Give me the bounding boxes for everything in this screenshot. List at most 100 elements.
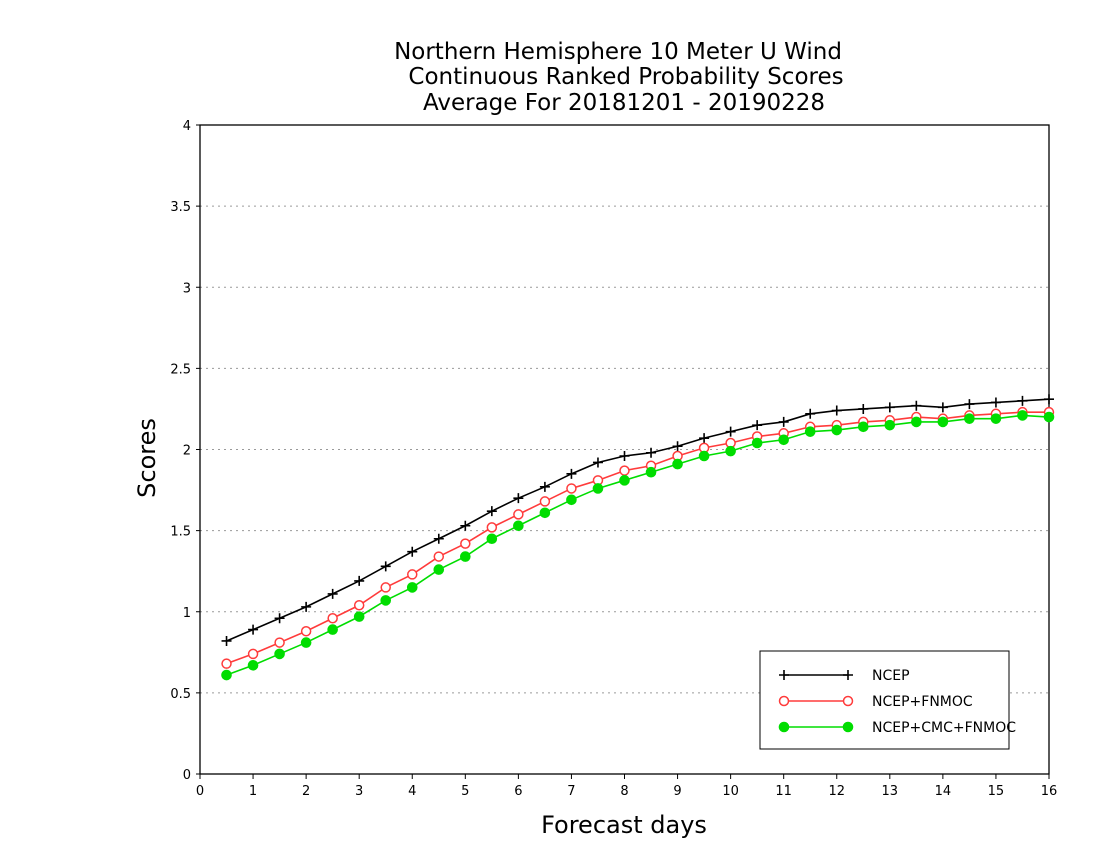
data-point-ncep-cmc-fnmoc <box>645 466 657 478</box>
data-point-ncep <box>725 426 736 437</box>
data-point-ncep-cmc-fnmoc <box>698 450 710 462</box>
data-point-ncep <box>699 433 710 444</box>
data-point-ncep <box>327 588 338 599</box>
y-tick-label: 0.5 <box>170 687 191 702</box>
data-point-ncep-cmc-fnmoc <box>884 419 896 431</box>
data-point-ncep-fnmoc <box>247 648 259 660</box>
data-point-ncep <box>354 575 365 586</box>
legend-label-ncep-fnmoc: NCEP+FNMOC <box>872 694 973 710</box>
y-tick-label: 1 <box>183 606 191 621</box>
data-point-ncep <box>433 533 444 544</box>
data-point-ncep-cmc-fnmoc <box>964 413 975 424</box>
x-tick-label: 14 <box>935 784 952 799</box>
data-point-ncep <box>911 400 922 411</box>
data-point-ncep-fnmoc <box>433 551 445 562</box>
series-ncep-fnmoc <box>221 406 1055 669</box>
data-point-ncep <box>539 481 550 492</box>
data-point-ncep-fnmoc <box>407 569 418 580</box>
gridlines <box>200 205 1049 694</box>
data-point-ncep-fnmoc <box>221 658 232 669</box>
data-point-ncep-cmc-fnmoc <box>539 507 551 519</box>
x-axis: 0 1 2 3 4 5 6 7 8 9 10 11 12 13 14 15 16 <box>196 774 1057 799</box>
data-point-ncep <box>752 420 763 431</box>
data-point-ncep-cmc-fnmoc <box>725 445 736 457</box>
x-axis-label: Forecast days <box>541 811 707 839</box>
data-point-ncep-cmc-fnmoc <box>513 520 524 532</box>
data-point-ncep <box>805 408 816 419</box>
legend-entry-ncep-cmc-fnmoc: NCEP+CMC+FNMOC <box>778 720 1016 736</box>
data-point-ncep <box>672 441 683 452</box>
x-tick-label: 8 <box>620 784 628 799</box>
data-point-ncep-fnmoc <box>539 496 551 507</box>
data-point-ncep-cmc-fnmoc <box>486 533 498 545</box>
data-point-ncep-cmc-fnmoc <box>566 494 577 506</box>
data-point-ncep-cmc-fnmoc <box>804 426 816 437</box>
x-tick-label: 7 <box>567 784 575 799</box>
data-point-ncep <box>964 399 975 410</box>
x-tick-label: 15 <box>988 784 1005 799</box>
y-tick-label: 3.5 <box>170 200 191 215</box>
y-tick-label: 2.5 <box>170 362 191 377</box>
legend-label-ncep: NCEP <box>872 668 910 684</box>
data-point-ncep <box>884 402 895 413</box>
x-tick-label: 12 <box>828 784 845 799</box>
data-point-ncep-cmc-fnmoc <box>937 416 949 428</box>
data-point-ncep <box>1017 395 1028 406</box>
data-point-ncep <box>990 397 1001 408</box>
data-point-ncep-fnmoc <box>274 637 285 648</box>
y-tick-label: 3 <box>183 281 191 296</box>
chart-title-line-2: Continuous Ranked Probability Scores <box>408 64 843 90</box>
data-point-ncep-cmc-fnmoc <box>1043 411 1055 423</box>
y-tick-label: 4 <box>183 119 191 134</box>
series-ncep <box>221 394 1054 646</box>
y-tick-label: 2 <box>183 444 191 459</box>
x-tick-label: 3 <box>355 784 363 799</box>
chart-title: Northern Hemisphere 10 Meter U Wind Cont… <box>394 39 844 116</box>
y-axis: 0 0.5 1 1.5 2 2.5 3 3.5 4 <box>170 119 200 783</box>
data-point-ncep <box>1044 394 1054 405</box>
series-layer <box>221 394 1055 681</box>
data-point-ncep-cmc-fnmoc <box>380 595 392 606</box>
data-point-ncep-cmc-fnmoc <box>619 475 630 486</box>
data-point-ncep-fnmoc <box>353 600 365 611</box>
legend: NCEP NCEP+FNMOC NCEP+CMC+FNMOC <box>759 650 1016 750</box>
data-point-ncep-cmc-fnmoc <box>274 648 285 660</box>
x-tick-label: 6 <box>514 784 522 799</box>
y-tick-label: 0 <box>183 768 191 783</box>
data-point-ncep <box>274 613 285 624</box>
data-point-ncep-cmc-fnmoc <box>406 582 418 593</box>
data-point-ncep <box>646 447 657 458</box>
data-point-ncep-fnmoc <box>513 509 524 520</box>
y-tick-label: 1.5 <box>170 525 191 540</box>
data-point-ncep-cmc-fnmoc <box>857 421 869 433</box>
data-point-ncep-fnmoc <box>486 522 498 533</box>
x-tick-label: 4 <box>408 784 416 799</box>
legend-marker <box>778 721 790 733</box>
data-point-ncep <box>380 561 391 572</box>
data-point-ncep <box>460 520 471 531</box>
x-tick-label: 9 <box>673 784 681 799</box>
data-point-ncep-cmc-fnmoc <box>831 424 843 436</box>
chart-title-line-3: Average For 20181201 - 20190228 <box>423 90 825 116</box>
data-point-ncep <box>831 405 842 416</box>
data-point-ncep <box>858 403 869 414</box>
legend-marker <box>842 695 854 707</box>
data-point-ncep-fnmoc <box>619 465 630 476</box>
x-tick-label: 13 <box>882 784 899 799</box>
data-point-ncep-cmc-fnmoc <box>672 458 683 470</box>
data-point-ncep-fnmoc <box>300 625 312 637</box>
x-tick-label: 11 <box>775 784 792 799</box>
data-point-ncep-cmc-fnmoc <box>433 564 445 575</box>
data-point-ncep-cmc-fnmoc <box>327 624 338 635</box>
data-point-ncep-fnmoc <box>380 582 391 593</box>
data-point-ncep <box>592 457 603 468</box>
series-ncep-cmc-fnmoc <box>221 410 1055 681</box>
data-point-ncep-cmc-fnmoc <box>353 611 365 622</box>
data-point-ncep <box>248 624 259 635</box>
legend-marker <box>842 721 854 733</box>
y-axis-label: Scores <box>133 418 161 498</box>
legend-marker <box>778 695 790 707</box>
data-point-ncep <box>486 506 497 517</box>
series-line-ncep-fnmoc <box>226 411 1049 665</box>
